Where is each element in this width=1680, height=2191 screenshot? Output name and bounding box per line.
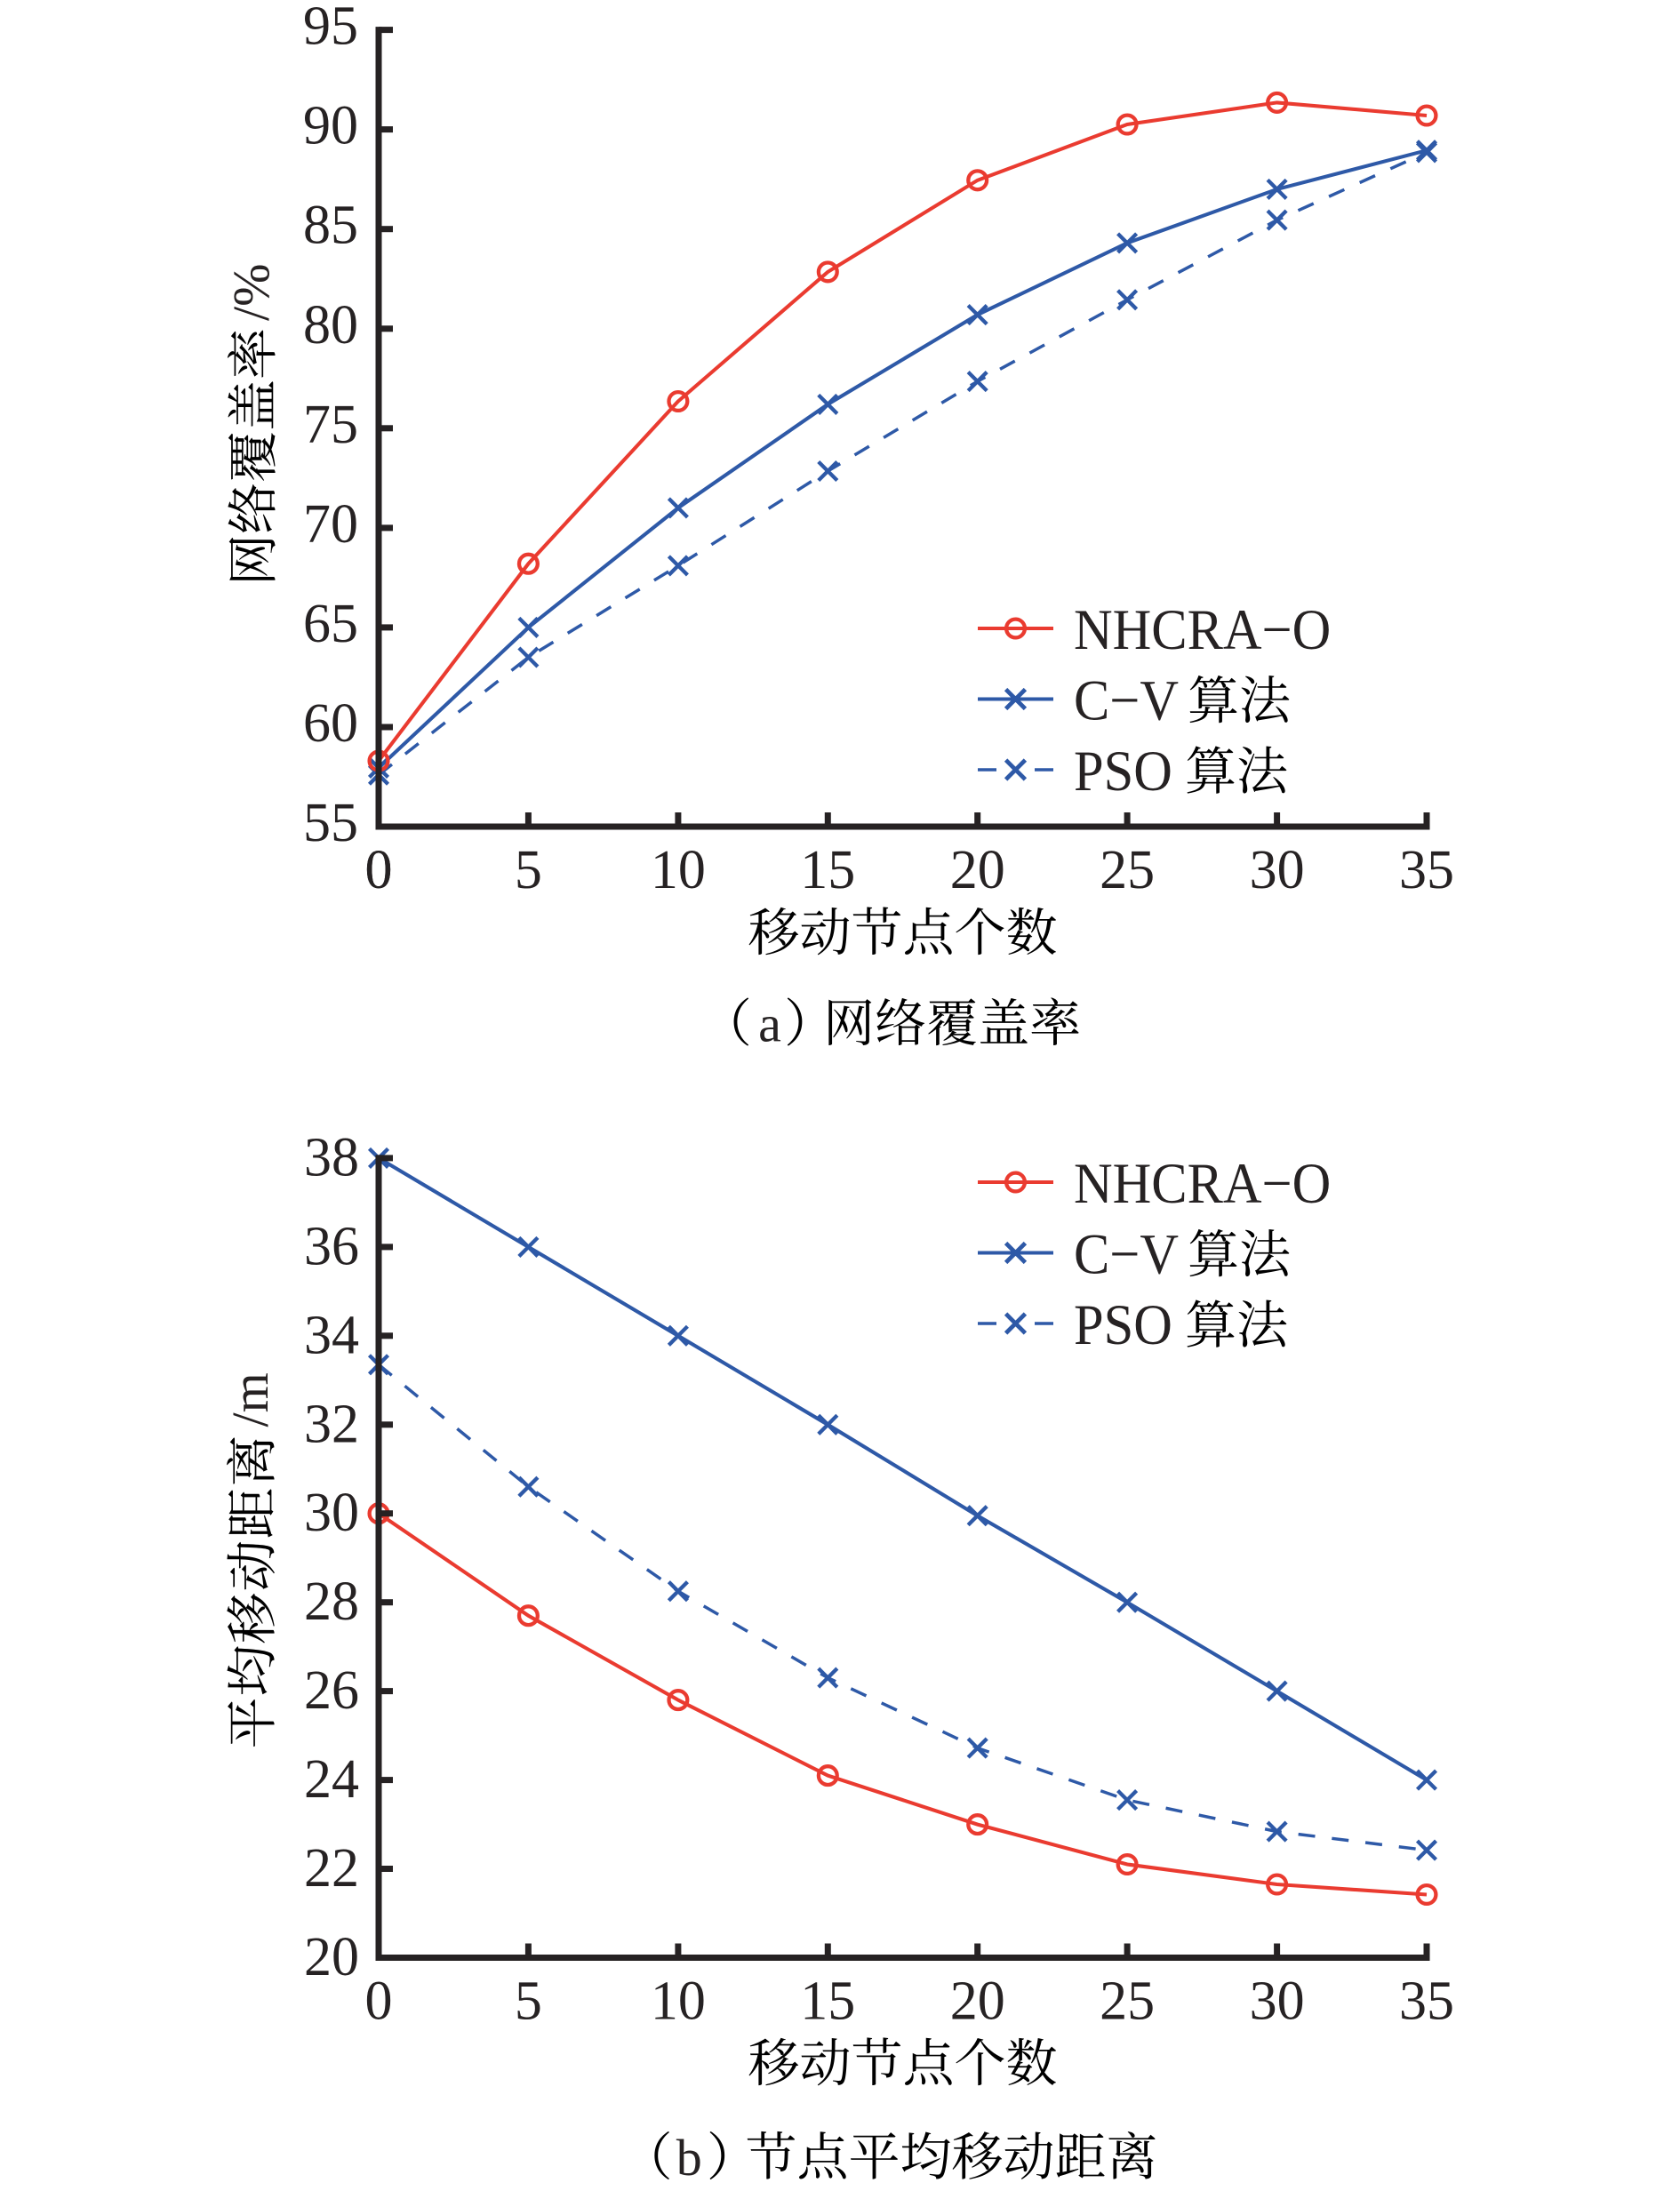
svg-text:22: 22 (304, 1838, 359, 1899)
svg-text:35: 35 (1399, 840, 1454, 900)
svg-text:/%: /% (222, 264, 280, 321)
svg-text:32: 32 (304, 1394, 359, 1454)
svg-text:a: a (758, 996, 781, 1053)
svg-text:38: 38 (304, 1127, 359, 1187)
svg-text:C−V: C−V (1074, 1222, 1179, 1286)
svg-text:30: 30 (1250, 840, 1305, 900)
svg-text:0: 0 (365, 840, 393, 900)
svg-text:5: 5 (515, 1971, 542, 2032)
svg-text:0: 0 (365, 840, 393, 900)
svg-text:28: 28 (304, 1571, 359, 1632)
svg-text:15: 15 (800, 1971, 855, 2032)
svg-text:5: 5 (515, 840, 542, 900)
svg-text:24: 24 (304, 1749, 359, 1810)
svg-text:0: 0 (365, 1971, 393, 2032)
svg-text:70: 70 (303, 494, 358, 555)
svg-text:15: 15 (800, 840, 855, 900)
svg-text:30: 30 (304, 1483, 359, 1543)
svg-text:PSO: PSO (1074, 739, 1172, 803)
svg-text:75: 75 (303, 395, 358, 455)
svg-text:NHCRA−O: NHCRA−O (1074, 597, 1331, 661)
svg-text:30: 30 (1250, 1971, 1305, 2032)
svg-text:25: 25 (1100, 840, 1155, 900)
svg-text:60: 60 (303, 693, 358, 754)
svg-text:20: 20 (304, 1927, 359, 1987)
svg-text:/m: /m (221, 1372, 279, 1427)
svg-text:55: 55 (303, 793, 358, 853)
svg-text:PSO: PSO (1074, 1292, 1172, 1356)
svg-text:85: 85 (303, 196, 358, 256)
svg-text:80: 80 (303, 295, 358, 356)
svg-text:10: 10 (651, 840, 706, 900)
svg-text:C−V: C−V (1074, 668, 1179, 732)
svg-text:95: 95 (303, 0, 358, 57)
svg-text:36: 36 (304, 1216, 359, 1276)
svg-text:b: b (676, 2129, 702, 2187)
svg-text:10: 10 (651, 1971, 706, 2032)
svg-text:35: 35 (1399, 1971, 1454, 2032)
svg-text:65: 65 (303, 594, 358, 654)
svg-text:20: 20 (950, 840, 1005, 900)
svg-text:25: 25 (1100, 1971, 1155, 2032)
svg-text:34: 34 (304, 1305, 359, 1365)
svg-text:NHCRA−O: NHCRA−O (1074, 1151, 1331, 1215)
svg-text:26: 26 (304, 1660, 359, 1721)
svg-text:20: 20 (950, 1971, 1005, 2032)
svg-text:90: 90 (303, 96, 358, 156)
